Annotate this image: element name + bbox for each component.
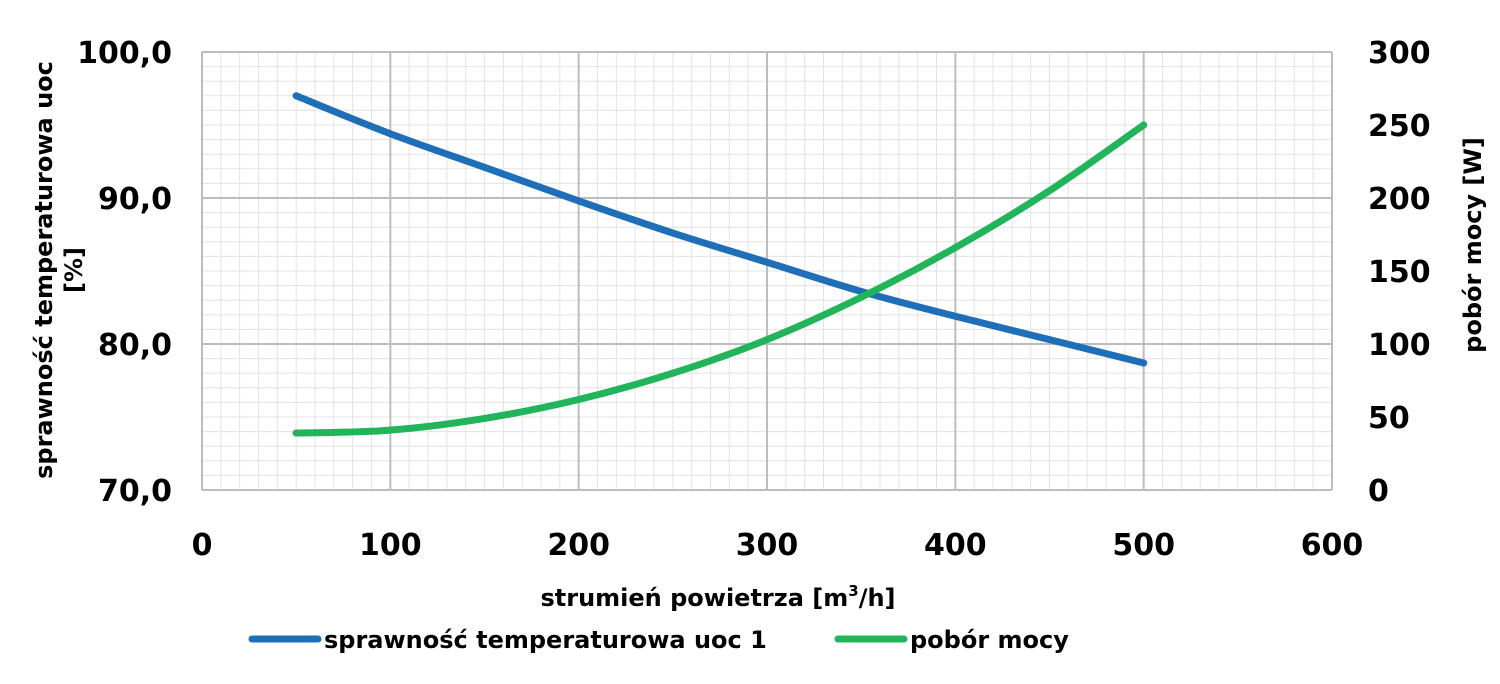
y-right-tick-label: 0 bbox=[1368, 474, 1389, 509]
legend-label-efficiency: sprawność temperaturowa uoc 1 bbox=[324, 626, 767, 654]
data-point-efficiency bbox=[386, 130, 394, 138]
y-right-tick-label: 50 bbox=[1368, 401, 1410, 436]
y-right-axis-title: pobór mocy [W] bbox=[1459, 137, 1487, 353]
data-point-power bbox=[386, 426, 394, 434]
data-point-efficiency bbox=[1046, 336, 1053, 344]
x-tick-label: 100 bbox=[359, 528, 422, 563]
y-left-tick-label: 70,0 bbox=[98, 474, 172, 509]
data-point-efficiency bbox=[669, 229, 677, 237]
data-point-efficiency bbox=[763, 258, 771, 266]
tick-labels: 0 100 200 300 400 500 600 70,0 80,0 90,0 100,0 0 50 1… bbox=[77, 36, 1431, 563]
data-point-power bbox=[1046, 187, 1053, 195]
legend: sprawność temperaturowa uoc 1 pobór mocy bbox=[248, 626, 1069, 654]
data-point-power bbox=[951, 244, 959, 252]
data-point-power bbox=[1140, 121, 1148, 129]
y-right-tick-label: 300 bbox=[1368, 36, 1431, 71]
data-point-efficiency bbox=[481, 163, 488, 171]
data-point-power bbox=[669, 369, 677, 377]
y-right-tick-label: 250 bbox=[1368, 109, 1431, 144]
data-point-power bbox=[575, 395, 583, 403]
y-left-tick-label: 90,0 bbox=[98, 182, 172, 217]
major-gridlines bbox=[201, 51, 1333, 491]
x-tick-label: 200 bbox=[547, 528, 610, 563]
data-point-efficiency bbox=[575, 197, 583, 205]
y-left-tick-label: 100,0 bbox=[77, 36, 172, 71]
legend-label-power: pobór mocy bbox=[910, 626, 1069, 654]
data-point-power bbox=[481, 414, 488, 422]
series-line-power bbox=[292, 121, 1148, 437]
series-layer bbox=[292, 92, 1148, 437]
data-point-efficiency bbox=[1140, 359, 1148, 367]
x-tick-label: 0 bbox=[192, 528, 213, 563]
x-tick-label: 400 bbox=[924, 528, 987, 563]
y-left-tick-label: 80,0 bbox=[98, 328, 172, 363]
x-tick-label: 600 bbox=[1301, 528, 1364, 563]
data-point-efficiency bbox=[951, 312, 959, 320]
data-point-power bbox=[292, 429, 300, 437]
data-point-efficiency bbox=[292, 92, 300, 100]
x-tick-label: 500 bbox=[1112, 528, 1175, 563]
data-point-power bbox=[857, 293, 865, 301]
y-right-tick-label: 150 bbox=[1368, 255, 1431, 290]
y-right-tick-label: 100 bbox=[1368, 328, 1431, 363]
series-line-efficiency bbox=[292, 92, 1148, 367]
y-left-axis-title-line-1: sprawność temperaturowa uoc bbox=[30, 61, 58, 479]
x-axis-title: strumień powietrza [m3/h] bbox=[540, 582, 895, 612]
x-tick-label: 300 bbox=[736, 528, 799, 563]
y-left-axis-title-line-2: [%] bbox=[60, 247, 88, 293]
data-point-power bbox=[763, 336, 771, 344]
y-right-tick-label: 200 bbox=[1368, 182, 1431, 217]
